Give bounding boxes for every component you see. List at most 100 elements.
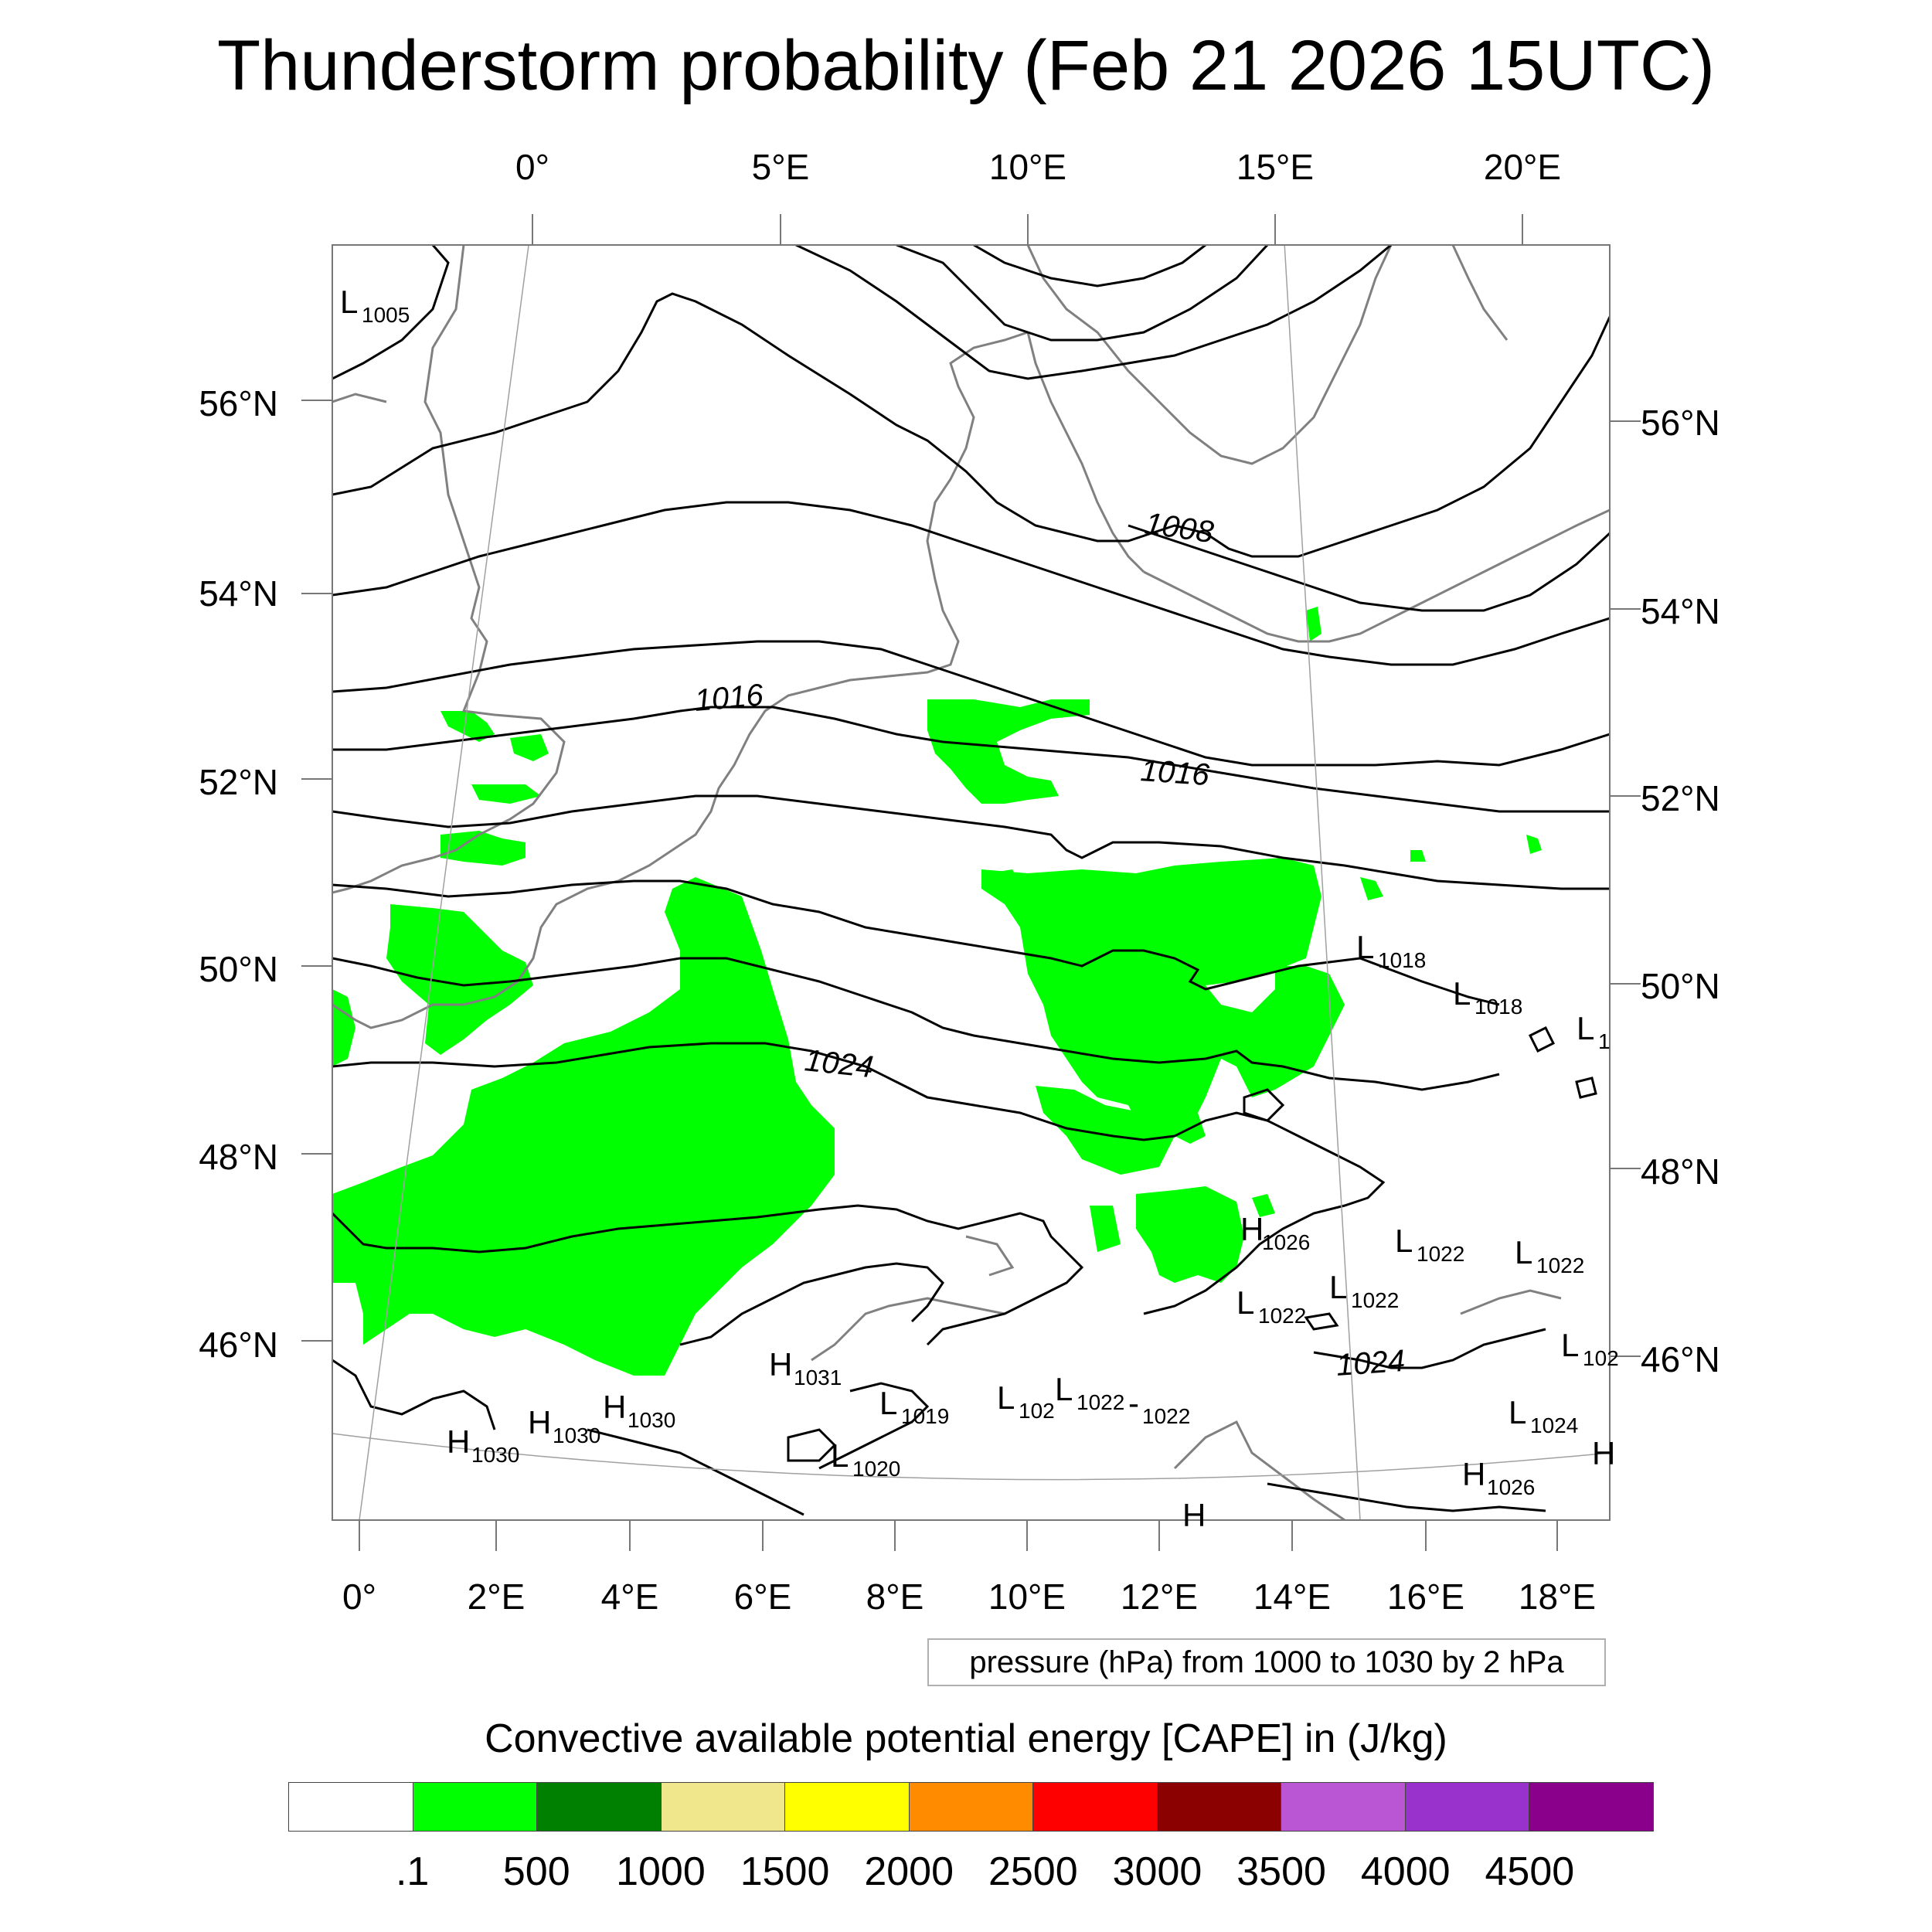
cape-area-alps (1136, 1186, 1244, 1283)
graticule-lon-15 (1284, 245, 1361, 1520)
svg-text:1022: 1022 (1536, 1253, 1584, 1277)
colorbar-label: 2000 (864, 1849, 954, 1894)
isobar-1024 (332, 1042, 1386, 1315)
isobar-loop-4 (787, 1428, 837, 1462)
colorbar-swatch (1157, 1783, 1282, 1831)
colorbar-label: 3000 (1112, 1849, 1202, 1894)
pressure-contour-note: pressure (hPa) from 1000 to 1030 by 2 hP… (927, 1638, 1606, 1686)
isobar-south-3 (818, 1382, 930, 1470)
pressure-center: H 1030 (603, 1389, 675, 1432)
coast-benelux (672, 331, 1029, 852)
isobar-label: 1016 (693, 678, 765, 718)
lat-tick-label: 56°N (199, 383, 278, 423)
svg-text:1024: 1024 (1530, 1413, 1578, 1437)
colorbar-swatch (909, 1783, 1034, 1831)
isobar-1004-north (973, 245, 1206, 287)
svg-text:L: L (831, 1437, 849, 1474)
isobar-loop-2 (1528, 1026, 1556, 1053)
svg-text:1022: 1022 (1351, 1288, 1399, 1312)
svg-text:1030: 1030 (628, 1408, 675, 1432)
isobar-1022 (332, 957, 1500, 1091)
isobar-1026 (332, 1204, 1084, 1346)
svg-text:102: 102 (1019, 1399, 1055, 1423)
pressure-center: L 102 (1561, 1327, 1619, 1370)
graticule-lon-0 (359, 245, 529, 1520)
svg-text:L: L (1395, 1223, 1413, 1259)
lat-tick-label: 46°N (199, 1325, 278, 1365)
isobar-1020 (332, 879, 1500, 1006)
isobar-1008-top (795, 245, 1392, 380)
colorbar-swatch (1281, 1783, 1406, 1831)
lon-tick-label: 6°E (733, 1577, 792, 1617)
isobar-label: 1008 (1143, 506, 1216, 549)
svg-text:H: H (1592, 1435, 1615, 1471)
pressure-center: L 1019 (879, 1385, 949, 1428)
pressure-center: L 1024 (1509, 1394, 1578, 1437)
svg-text:H: H (528, 1404, 551, 1440)
pressure-center: H 1030 (447, 1423, 519, 1467)
isobar-south-4 (1313, 1328, 1546, 1369)
pressure-center: L 102 (997, 1379, 1055, 1423)
cape-area-layer (332, 607, 1542, 1376)
graticule-lat-45 (332, 1433, 1610, 1481)
coast-alps-lakes (965, 1235, 1015, 1277)
colorbar-swatch (413, 1783, 538, 1831)
colorbar-label: 2500 (988, 1849, 1078, 1894)
svg-text:1022: 1022 (1258, 1304, 1306, 1328)
svg-text:1026: 1026 (1487, 1475, 1535, 1499)
coast-uk-east (423, 245, 566, 859)
colorbar (288, 1782, 1654, 1832)
isobar-layer (332, 245, 1610, 1516)
coast-germany-baltic (1143, 509, 1610, 643)
svg-text:1026: 1026 (1262, 1230, 1310, 1254)
coast-adriatic (1173, 1420, 1345, 1520)
coast-hungary (1460, 1289, 1562, 1315)
pressure-center: H (1592, 1435, 1615, 1471)
pressure-center: L 1022 (1515, 1234, 1584, 1277)
isobar-1008-north (332, 292, 1610, 558)
svg-text:H: H (603, 1389, 626, 1425)
cape-area-england-3 (471, 784, 541, 804)
coast-sweden (1026, 245, 1393, 465)
lat-tick-label: 50°N (1641, 966, 1720, 1006)
isobar-south-5 (1267, 1482, 1546, 1512)
lat-tick-label: 54°N (199, 573, 278, 614)
colorbar-label: 500 (502, 1849, 570, 1894)
svg-text:H: H (1462, 1456, 1485, 1492)
cape-area-england-4 (440, 831, 526, 866)
svg-text:-: - (1128, 1385, 1139, 1421)
coast-italy-north (811, 1297, 1005, 1362)
pressure-center: L 1018 (1356, 929, 1426, 972)
pressure-center: L 1018 (1453, 975, 1522, 1019)
svg-text:1022: 1022 (1417, 1242, 1464, 1266)
svg-text:L: L (1561, 1327, 1579, 1363)
cape-area-east-2 (1410, 850, 1426, 862)
svg-text:1019: 1019 (901, 1404, 949, 1428)
isobar-south-1 (332, 1359, 496, 1430)
colorbar-label: .1 (395, 1849, 430, 1894)
svg-text:1018: 1018 (1378, 948, 1426, 972)
svg-text:1: 1 (1598, 1029, 1611, 1053)
colorbar-swatch (785, 1783, 910, 1831)
cape-area-east-3 (1526, 835, 1542, 854)
isobar-label: 1024 (803, 1043, 875, 1084)
cape-area-alps-2 (1090, 1206, 1121, 1252)
lon-tick-label: 10°E (988, 1577, 1066, 1617)
map-title: Thunderstorm probability (Feb 21 2026 15… (216, 26, 1716, 105)
colorbar-title: Convective available potential energy [C… (485, 1716, 1447, 1761)
pressure-center: H (1182, 1497, 1206, 1533)
svg-text:L: L (1329, 1269, 1347, 1305)
svg-text:L: L (1515, 1234, 1532, 1270)
lon-tick-label: 14°E (1253, 1577, 1332, 1617)
isobar-loop-1 (1243, 1088, 1285, 1122)
isobar-loop-3 (1575, 1077, 1597, 1099)
isobar-1012 (332, 501, 1610, 666)
cape-area-south-alps (1252, 1194, 1275, 1217)
svg-text:102: 102 (1583, 1346, 1619, 1370)
lon-tick-label: 5°E (751, 147, 810, 187)
cape-area-poland (1275, 966, 1345, 1070)
isobar-1006-north (896, 245, 1269, 342)
colorbar-swatch (537, 1783, 662, 1831)
pressure-center: L 1005 (340, 284, 410, 327)
lat-tick-label: 50°N (199, 949, 278, 989)
